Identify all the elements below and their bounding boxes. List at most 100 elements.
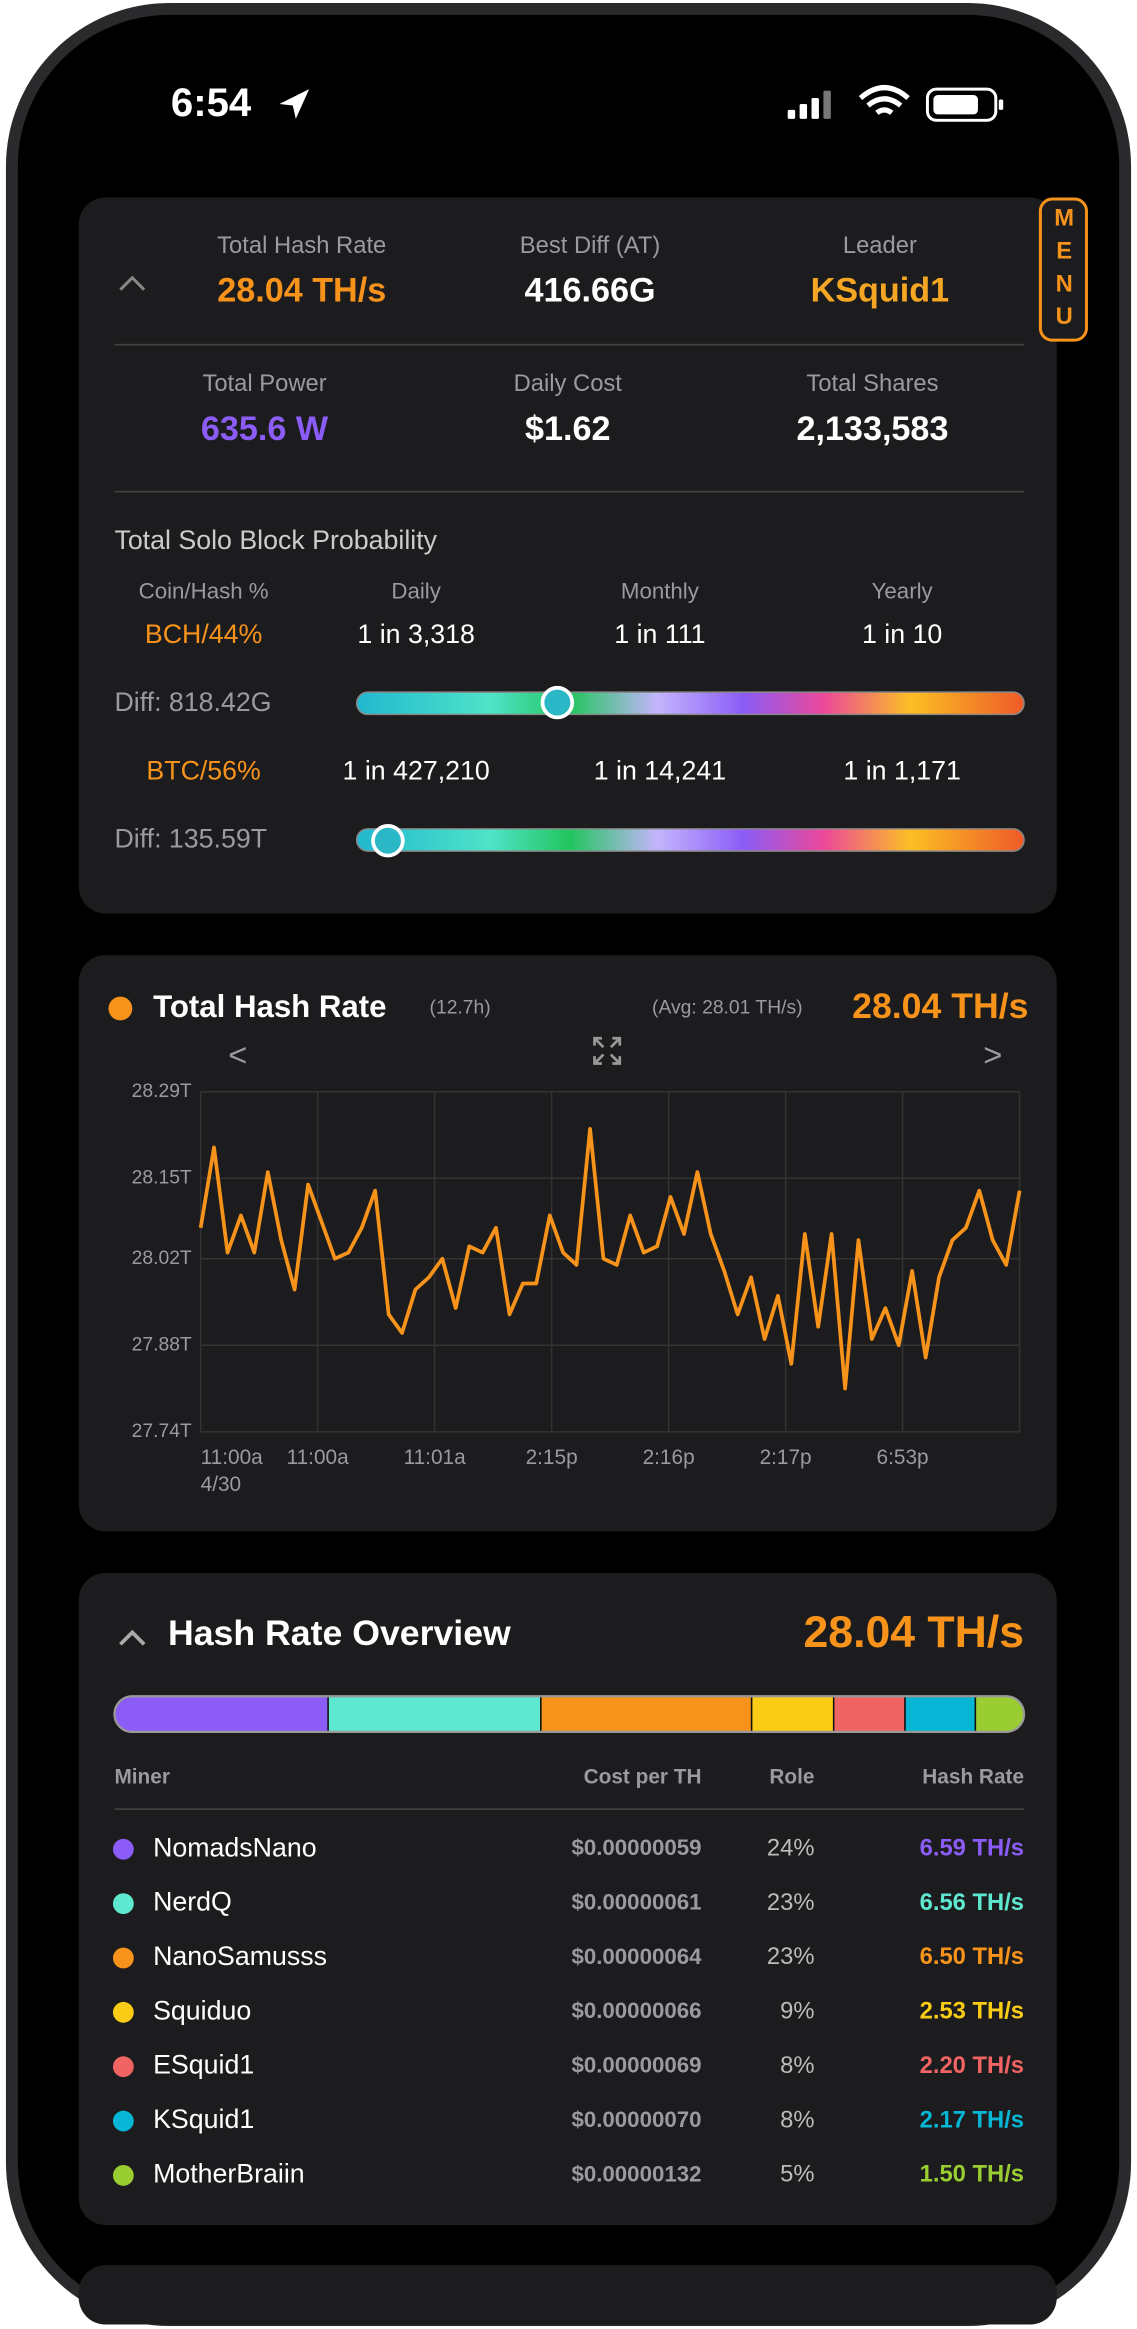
nav-prev[interactable]: <: [228, 1036, 247, 1073]
menu-label[interactable]: MENU: [1051, 204, 1078, 336]
overview-card: [78, 1572, 1057, 2226]
miner-name: NerdQ: [153, 1887, 232, 1917]
stat-label: Best Diff (AT): [520, 232, 660, 259]
section-title: Total Solo Block Probability: [114, 525, 437, 555]
hash-share-segment: [540, 1696, 753, 1732]
miner-name: ESquid1: [153, 2050, 254, 2080]
table-header: Role: [769, 1765, 814, 1788]
y-tick-label: 28.02T: [132, 1248, 192, 1269]
chart-annotation: (Avg: 28.01 TH/s): [652, 998, 803, 1019]
collapse-chevron[interactable]: [119, 275, 146, 291]
location-icon: [279, 89, 310, 119]
miner-cost: $0.00000066: [571, 1998, 701, 2023]
miner-role: 5%: [780, 2161, 814, 2188]
stat-value: 416.66G: [525, 272, 656, 310]
miner-dot: [112, 1893, 134, 1914]
overview-total: 28.04 TH/s: [804, 1608, 1025, 1657]
hash-share-segment: [832, 1696, 906, 1732]
odds-value: 1 in 427,210: [343, 755, 490, 785]
probability-slider[interactable]: [355, 691, 1025, 716]
odds-value: 1 in 14,241: [594, 755, 726, 785]
miner-cost: $0.00000064: [571, 1944, 702, 1969]
table-header: Cost per TH: [584, 1765, 702, 1788]
coin-label: BCH/44%: [145, 619, 262, 649]
miner-name: NanoSamusss: [153, 1941, 327, 1971]
x-tick-label: 6:53p: [877, 1446, 929, 1469]
miner-hash-rate: 6.59 TH/s: [920, 1835, 1024, 1862]
stat-value: $1.62: [525, 410, 611, 448]
battery-icon: [925, 87, 1004, 122]
miner-cost: $0.00000061: [571, 1889, 701, 1914]
miner-role: 24%: [767, 1835, 815, 1862]
chart-subtitle: (12.7h): [430, 998, 491, 1019]
next-card: [78, 2265, 1057, 2325]
miner-name: MotherBraiin: [153, 2158, 305, 2188]
hash-share-segment: [327, 1696, 542, 1732]
stat-label: Total Power: [202, 370, 326, 397]
miner-dot: [112, 2110, 134, 2132]
hash-share-segment: [904, 1696, 977, 1732]
miner-hash-rate: 6.50 TH/s: [920, 1943, 1024, 1970]
miner-cost: $0.00000059: [571, 1835, 701, 1860]
miner-role: 9%: [780, 1998, 814, 2025]
miner-name: KSquid1: [153, 2104, 254, 2134]
stat-value: 2,133,583: [796, 410, 948, 448]
x-tick-label: 11:00a: [201, 1446, 264, 1469]
nav-next[interactable]: >: [983, 1036, 1002, 1073]
miner-dot: [112, 2165, 134, 2186]
stat-value: KSquid1: [811, 272, 950, 310]
table-header: Miner: [114, 1765, 169, 1788]
miner-role: 8%: [780, 2106, 814, 2133]
x-tick-label: 2:16p: [643, 1446, 695, 1469]
legend-dot: [108, 996, 133, 1021]
miner-cost: $0.00000069: [571, 2053, 701, 2078]
y-tick-label: 28.29T: [132, 1081, 192, 1102]
y-tick-label: 27.88T: [132, 1334, 192, 1355]
column-header: Yearly: [872, 579, 934, 604]
summary-card: [78, 197, 1057, 914]
stat-label: Total Hash Rate: [217, 232, 386, 259]
chart-card: [78, 955, 1057, 1532]
y-tick-label: 28.15T: [132, 1167, 192, 1188]
hash-share-segment: [114, 1696, 329, 1732]
miner-hash-rate: 2.53 TH/s: [920, 1998, 1024, 2025]
miner-role: 23%: [767, 1943, 815, 1970]
chart-current: 28.04 TH/s: [852, 986, 1028, 1026]
miner-hash-rate: 6.56 TH/s: [920, 1889, 1024, 1916]
difficulty-label: Diff: 135.59T: [114, 824, 267, 854]
miner-dot: [112, 2001, 134, 2023]
bar-border: [113, 1695, 1026, 1734]
miner-cost: $0.00000132: [571, 2161, 701, 2186]
x-tick-label: 11:00a: [287, 1446, 350, 1469]
table-header: Hash Rate: [922, 1765, 1024, 1788]
menu-tab[interactable]: MENU: [1038, 197, 1088, 342]
expand-icon[interactable]: [593, 1036, 622, 1065]
miner-hash-rate: 1.50 TH/s: [920, 2161, 1024, 2188]
stat-label: Leader: [843, 232, 917, 259]
y-tick-label: 27.74T: [132, 1421, 192, 1442]
collapse-chevron[interactable]: [119, 1629, 146, 1646]
x-tick-label: 2:15p: [526, 1446, 578, 1469]
coin-label: BTC/56%: [146, 755, 260, 785]
miner-hash-rate: 2.20 TH/s: [920, 2052, 1024, 2079]
slider-thumb[interactable]: [371, 823, 405, 858]
miner-role: 23%: [767, 1889, 815, 1916]
miner-name: NomadsNano: [153, 1832, 317, 1862]
x-tick-label: 2:17p: [760, 1446, 812, 1469]
hash-rate-line: [198, 1126, 1022, 1391]
miner-name: Squiduo: [153, 1995, 251, 2025]
column-header: Monthly: [621, 579, 700, 604]
miner-hash-rate: 2.17 TH/s: [920, 2106, 1024, 2133]
stat-label: Total Shares: [806, 370, 938, 397]
miner-cost: $0.00000070: [571, 2107, 701, 2132]
stat-label: Daily Cost: [514, 370, 623, 397]
miner-role: 8%: [780, 2052, 814, 2079]
overview-title: Hash Rate Overview: [168, 1613, 511, 1653]
slider-thumb[interactable]: [540, 685, 575, 720]
miner-dot: [112, 2056, 134, 2078]
hash-share-segment: [974, 1696, 1025, 1732]
probability-slider[interactable]: [355, 828, 1025, 852]
stat-value: 28.04 TH/s: [217, 272, 386, 310]
